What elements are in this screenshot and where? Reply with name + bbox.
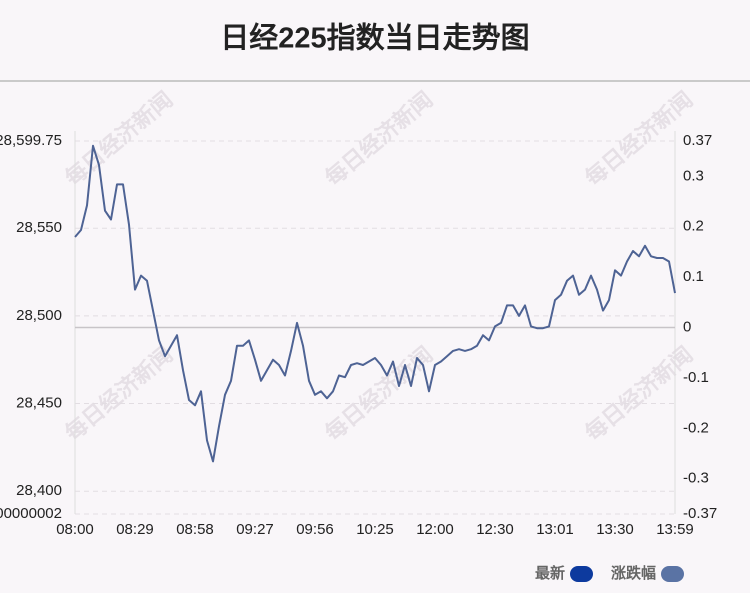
x-tick-label: 09:27 xyxy=(236,521,274,538)
x-tick-label: 10:25 xyxy=(356,521,394,538)
y-tick-label: 28,500 xyxy=(16,307,62,324)
y2-tick-label: 0.3 xyxy=(683,167,704,184)
y-tick-label: 28,387.0000000002 xyxy=(0,505,62,522)
price-line xyxy=(74,144,676,463)
y-tick-label: 28,599.75 xyxy=(0,132,62,149)
legend-swatch xyxy=(570,566,593,582)
y2-tick-label: -0.1 xyxy=(683,369,709,386)
y2-tick-label: 0.1 xyxy=(683,268,704,285)
y2-tick-label: 0.2 xyxy=(683,218,704,235)
x-tick-label: 12:30 xyxy=(476,521,514,538)
x-tick-label: 08:00 xyxy=(56,521,94,538)
legend-label: 涨跌幅 xyxy=(611,564,656,582)
x-tick-label: 08:58 xyxy=(176,521,214,538)
y2-tick-label: -0.3 xyxy=(683,470,709,487)
y2-tick-label: -0.2 xyxy=(683,419,709,436)
x-tick-label: 13:30 xyxy=(596,521,634,538)
y-tick-label: 28,550 xyxy=(16,219,62,236)
x-tick-label: 13:59 xyxy=(656,521,694,538)
y-tick-label: 28,450 xyxy=(16,395,62,412)
y-tick-label: 28,400 xyxy=(16,482,62,499)
legend-swatch xyxy=(661,566,684,582)
y2-tick-label: -0.37 xyxy=(683,505,717,522)
y2-tick-label: 0 xyxy=(683,318,691,335)
x-tick-label: 08:29 xyxy=(116,521,154,538)
y2-tick-label: 0.37 xyxy=(683,132,712,149)
chart-title: 日经225指数当日走势图 xyxy=(220,21,529,55)
x-tick-label: 09:56 xyxy=(296,521,334,538)
legend-label: 最新 xyxy=(535,564,565,582)
x-tick-label: 12:00 xyxy=(416,521,454,538)
x-tick-label: 13:01 xyxy=(536,521,574,538)
